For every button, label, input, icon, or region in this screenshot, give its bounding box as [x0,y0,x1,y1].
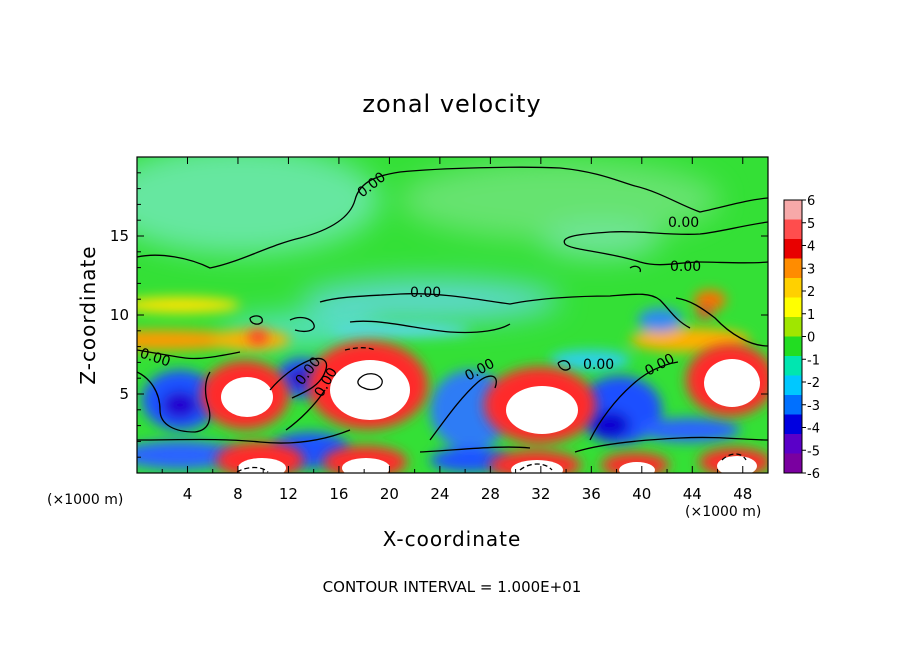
x-unit-label-right: (×1000 m) [685,504,761,520]
colorbar-label: 1 [807,308,815,323]
y-tick-label: 5 [119,385,129,403]
colorbar-swatch [784,336,802,357]
x-tick-label: 28 [481,485,500,503]
x-tick-label: 8 [233,485,243,503]
colorbar-label: 3 [807,262,815,277]
colorbar-swatch [784,200,802,220]
colorbar-swatch [784,297,802,318]
contour-label: 0.00 [583,357,614,373]
y-tick-label: 10 [110,306,129,324]
colorbar-label: 5 [807,217,815,232]
y-axis: 5 10 15 [110,172,768,458]
colorbar-swatch [784,414,802,435]
colorbar-label: -2 [807,376,820,391]
y-axis-title: Z-coordinate [76,245,100,384]
colorbar-swatch [784,395,802,415]
contour-label: 0.00 [668,215,699,231]
x-tick-label: 48 [733,485,752,503]
y-tick-label: 15 [110,227,129,245]
colorbar-label: 4 [807,240,815,255]
colorbar-label: 0 [807,331,815,346]
colorbar-swatch [784,239,802,259]
chart-title: zonal velocity [362,90,541,118]
x-tick-label: 44 [683,485,702,503]
colorbar-swatch [784,453,802,474]
colorbar-swatch [784,375,802,396]
colorbar-label: -3 [807,399,820,414]
x-tick-label: 12 [279,485,298,503]
velocity-field: 0.00 0.00 0.00 0.00 0.00 0.00 0.00 0.00 … [137,157,768,473]
colorbar-label: -6 [807,467,820,482]
x-tick-label: 24 [430,485,449,503]
zero-contours [137,166,768,473]
x-axis: 4 8 12 16 20 24 28 32 36 40 44 48 [161,157,752,503]
x-unit-label-left: (×1000 m) [47,492,123,508]
colorbar-swatch [784,278,802,298]
x-tick-label: 40 [632,485,651,503]
colorbar-swatch [784,356,802,376]
colorbar-label: -5 [807,444,820,459]
colorbar-swatch [784,317,802,337]
contour-label: 0.00 [410,285,441,301]
x-tick-label: 36 [582,485,601,503]
x-tick-label: 4 [183,485,193,503]
contour-label: 0.00 [670,259,701,275]
colorbar-label: 2 [807,285,815,300]
x-tick-label: 16 [329,485,348,503]
x-axis-title: X-coordinate [383,527,522,551]
colorbar: 6 5 4 3 2 1 0 -1 -2 -3 -4 -5 -6 [783,194,820,482]
contour-interval-note: CONTOUR INTERVAL = 1.000E+01 [323,578,582,596]
colorbar-label: -1 [807,353,820,368]
x-tick-label: 20 [380,485,399,503]
colorbar-swatch [784,434,802,454]
colorbar-swatch [784,219,802,240]
colorbar-label: -4 [807,422,820,437]
colorbar-swatch [784,258,802,279]
x-tick-label: 32 [531,485,550,503]
colorbar-label: 6 [807,194,815,209]
